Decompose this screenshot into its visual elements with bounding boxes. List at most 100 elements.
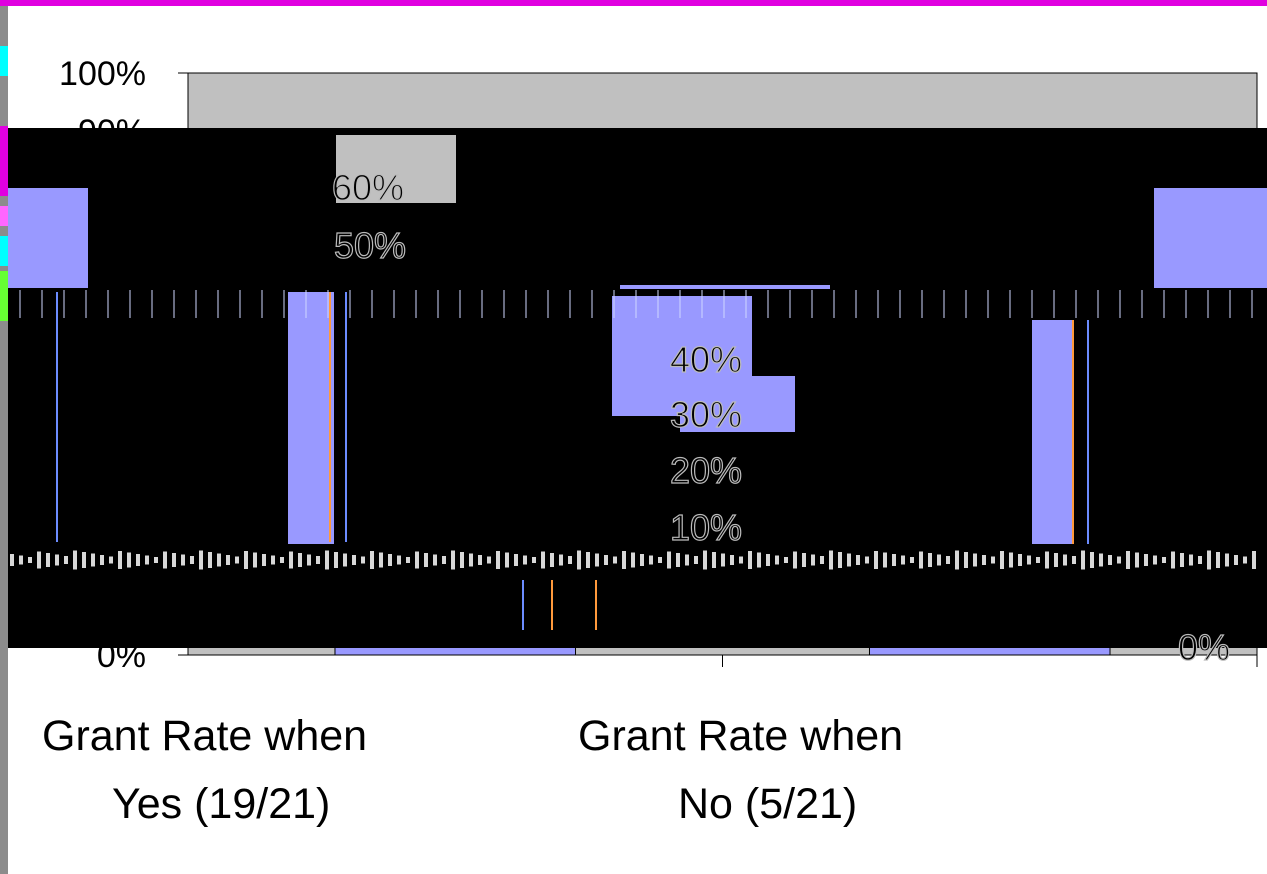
fragment-noise xyxy=(271,555,275,565)
ghost-tick-label: 40% xyxy=(670,339,742,380)
fragment-noise xyxy=(586,552,590,568)
fragment-noise xyxy=(289,551,293,569)
fragment-noise xyxy=(361,556,365,564)
fragment-noise xyxy=(478,555,482,565)
fragment-block xyxy=(8,188,88,288)
fragment-noise xyxy=(1243,556,1247,564)
ghost-tick-label: 30% xyxy=(670,394,742,435)
fragment-block xyxy=(1154,188,1267,288)
fragment-noise xyxy=(955,550,959,570)
fragment-noise xyxy=(325,550,329,570)
fragment-noise xyxy=(802,553,806,567)
left-border xyxy=(0,6,8,874)
fragment-noise xyxy=(172,553,176,567)
fragment-noise xyxy=(829,550,833,570)
fragment-noise xyxy=(406,557,410,563)
fragment-noise xyxy=(226,555,230,565)
fragment-noise xyxy=(514,554,518,566)
fragment-noise xyxy=(865,556,869,564)
fragment-noise xyxy=(541,551,545,569)
fragment-noise xyxy=(1063,554,1067,566)
fragment-noise xyxy=(577,550,581,570)
fragment-noise xyxy=(937,554,941,566)
fragment-noise xyxy=(748,551,752,569)
fragment-noise xyxy=(910,557,914,563)
fragment-noise xyxy=(883,552,887,568)
fragment-noise xyxy=(199,550,203,570)
fragment-noise xyxy=(1162,557,1166,563)
fragment-noise xyxy=(532,557,536,563)
fragment-noise xyxy=(874,551,878,569)
fragment-noise xyxy=(1090,552,1094,568)
fragment-noise xyxy=(181,554,185,566)
fragment-noise xyxy=(1171,551,1175,569)
fragment-noise xyxy=(469,553,473,567)
fragment-noise xyxy=(235,556,239,564)
fragment-noise xyxy=(487,556,491,564)
ghost-tick-label: 10% xyxy=(670,507,742,548)
fragment-noise xyxy=(658,557,662,563)
fragment-noise xyxy=(631,552,635,568)
fragment-noise xyxy=(388,554,392,566)
fragment-noise xyxy=(622,551,626,569)
fragment-noise xyxy=(316,556,320,564)
fragment-noise xyxy=(820,556,824,564)
fragment-noise xyxy=(379,552,383,568)
fragment-noise xyxy=(523,555,527,565)
fragment-noise xyxy=(838,552,842,568)
fragment-noise xyxy=(1018,554,1022,566)
fragment-noise xyxy=(757,552,761,568)
fragment-block xyxy=(1032,320,1074,544)
fragment-noise xyxy=(1207,550,1211,570)
fragment-noise xyxy=(595,553,599,567)
fragment-noise xyxy=(703,550,707,570)
fragment-noise xyxy=(1000,551,1004,569)
fragment-noise xyxy=(19,555,23,565)
fragment-noise xyxy=(640,554,644,566)
fragment-noise xyxy=(676,553,680,567)
fragment-noise xyxy=(28,557,32,563)
category-label-yes-line2: Yes (19/21) xyxy=(112,780,331,828)
fragment-noise xyxy=(352,555,356,565)
fragment-noise xyxy=(496,551,500,569)
fragment-noise xyxy=(811,554,815,566)
fragment-noise xyxy=(37,551,41,569)
fragment-noise xyxy=(685,554,689,566)
fragment-noise xyxy=(1027,555,1031,565)
fragment-noise xyxy=(1198,556,1202,564)
y-tick-label: 100% xyxy=(59,55,146,93)
fragment-noise xyxy=(973,553,977,567)
fragment-noise xyxy=(460,552,464,568)
fragment-noise xyxy=(100,555,104,565)
fragment-block xyxy=(680,376,795,432)
fragment-noise xyxy=(946,556,950,564)
fragment-noise xyxy=(1216,552,1220,568)
fragment-noise xyxy=(901,555,905,565)
ghost-tick-label: 50% xyxy=(334,225,406,266)
fragment-noise xyxy=(244,551,248,569)
fragment-noise xyxy=(1081,550,1085,570)
fragment-noise xyxy=(298,553,302,567)
fragment-noise xyxy=(46,553,50,567)
fragment-noise xyxy=(1117,556,1121,564)
fragment-noise xyxy=(262,554,266,566)
fragment-noise xyxy=(307,554,311,566)
ghost-tick-label: 0% xyxy=(1178,627,1230,668)
fragment-noise xyxy=(667,551,671,569)
fragment-noise xyxy=(784,557,788,563)
ghost-tick-label: 60% xyxy=(332,167,404,208)
fragment-noise xyxy=(1234,555,1238,565)
fragment-noise xyxy=(127,552,131,568)
fragment-noise xyxy=(1153,555,1157,565)
fragment-noise xyxy=(568,556,572,564)
fragment-noise xyxy=(775,555,779,565)
fragment-noise xyxy=(1126,551,1130,569)
fragment-noise xyxy=(280,557,284,563)
fragment-noise xyxy=(208,552,212,568)
ghost-tick-label: 20% xyxy=(670,450,742,491)
fragment-noise xyxy=(442,556,446,564)
fragment-noise xyxy=(730,555,734,565)
fragment-noise xyxy=(928,553,932,567)
fragment-noise xyxy=(1180,553,1184,567)
fragment-noise xyxy=(136,554,140,566)
